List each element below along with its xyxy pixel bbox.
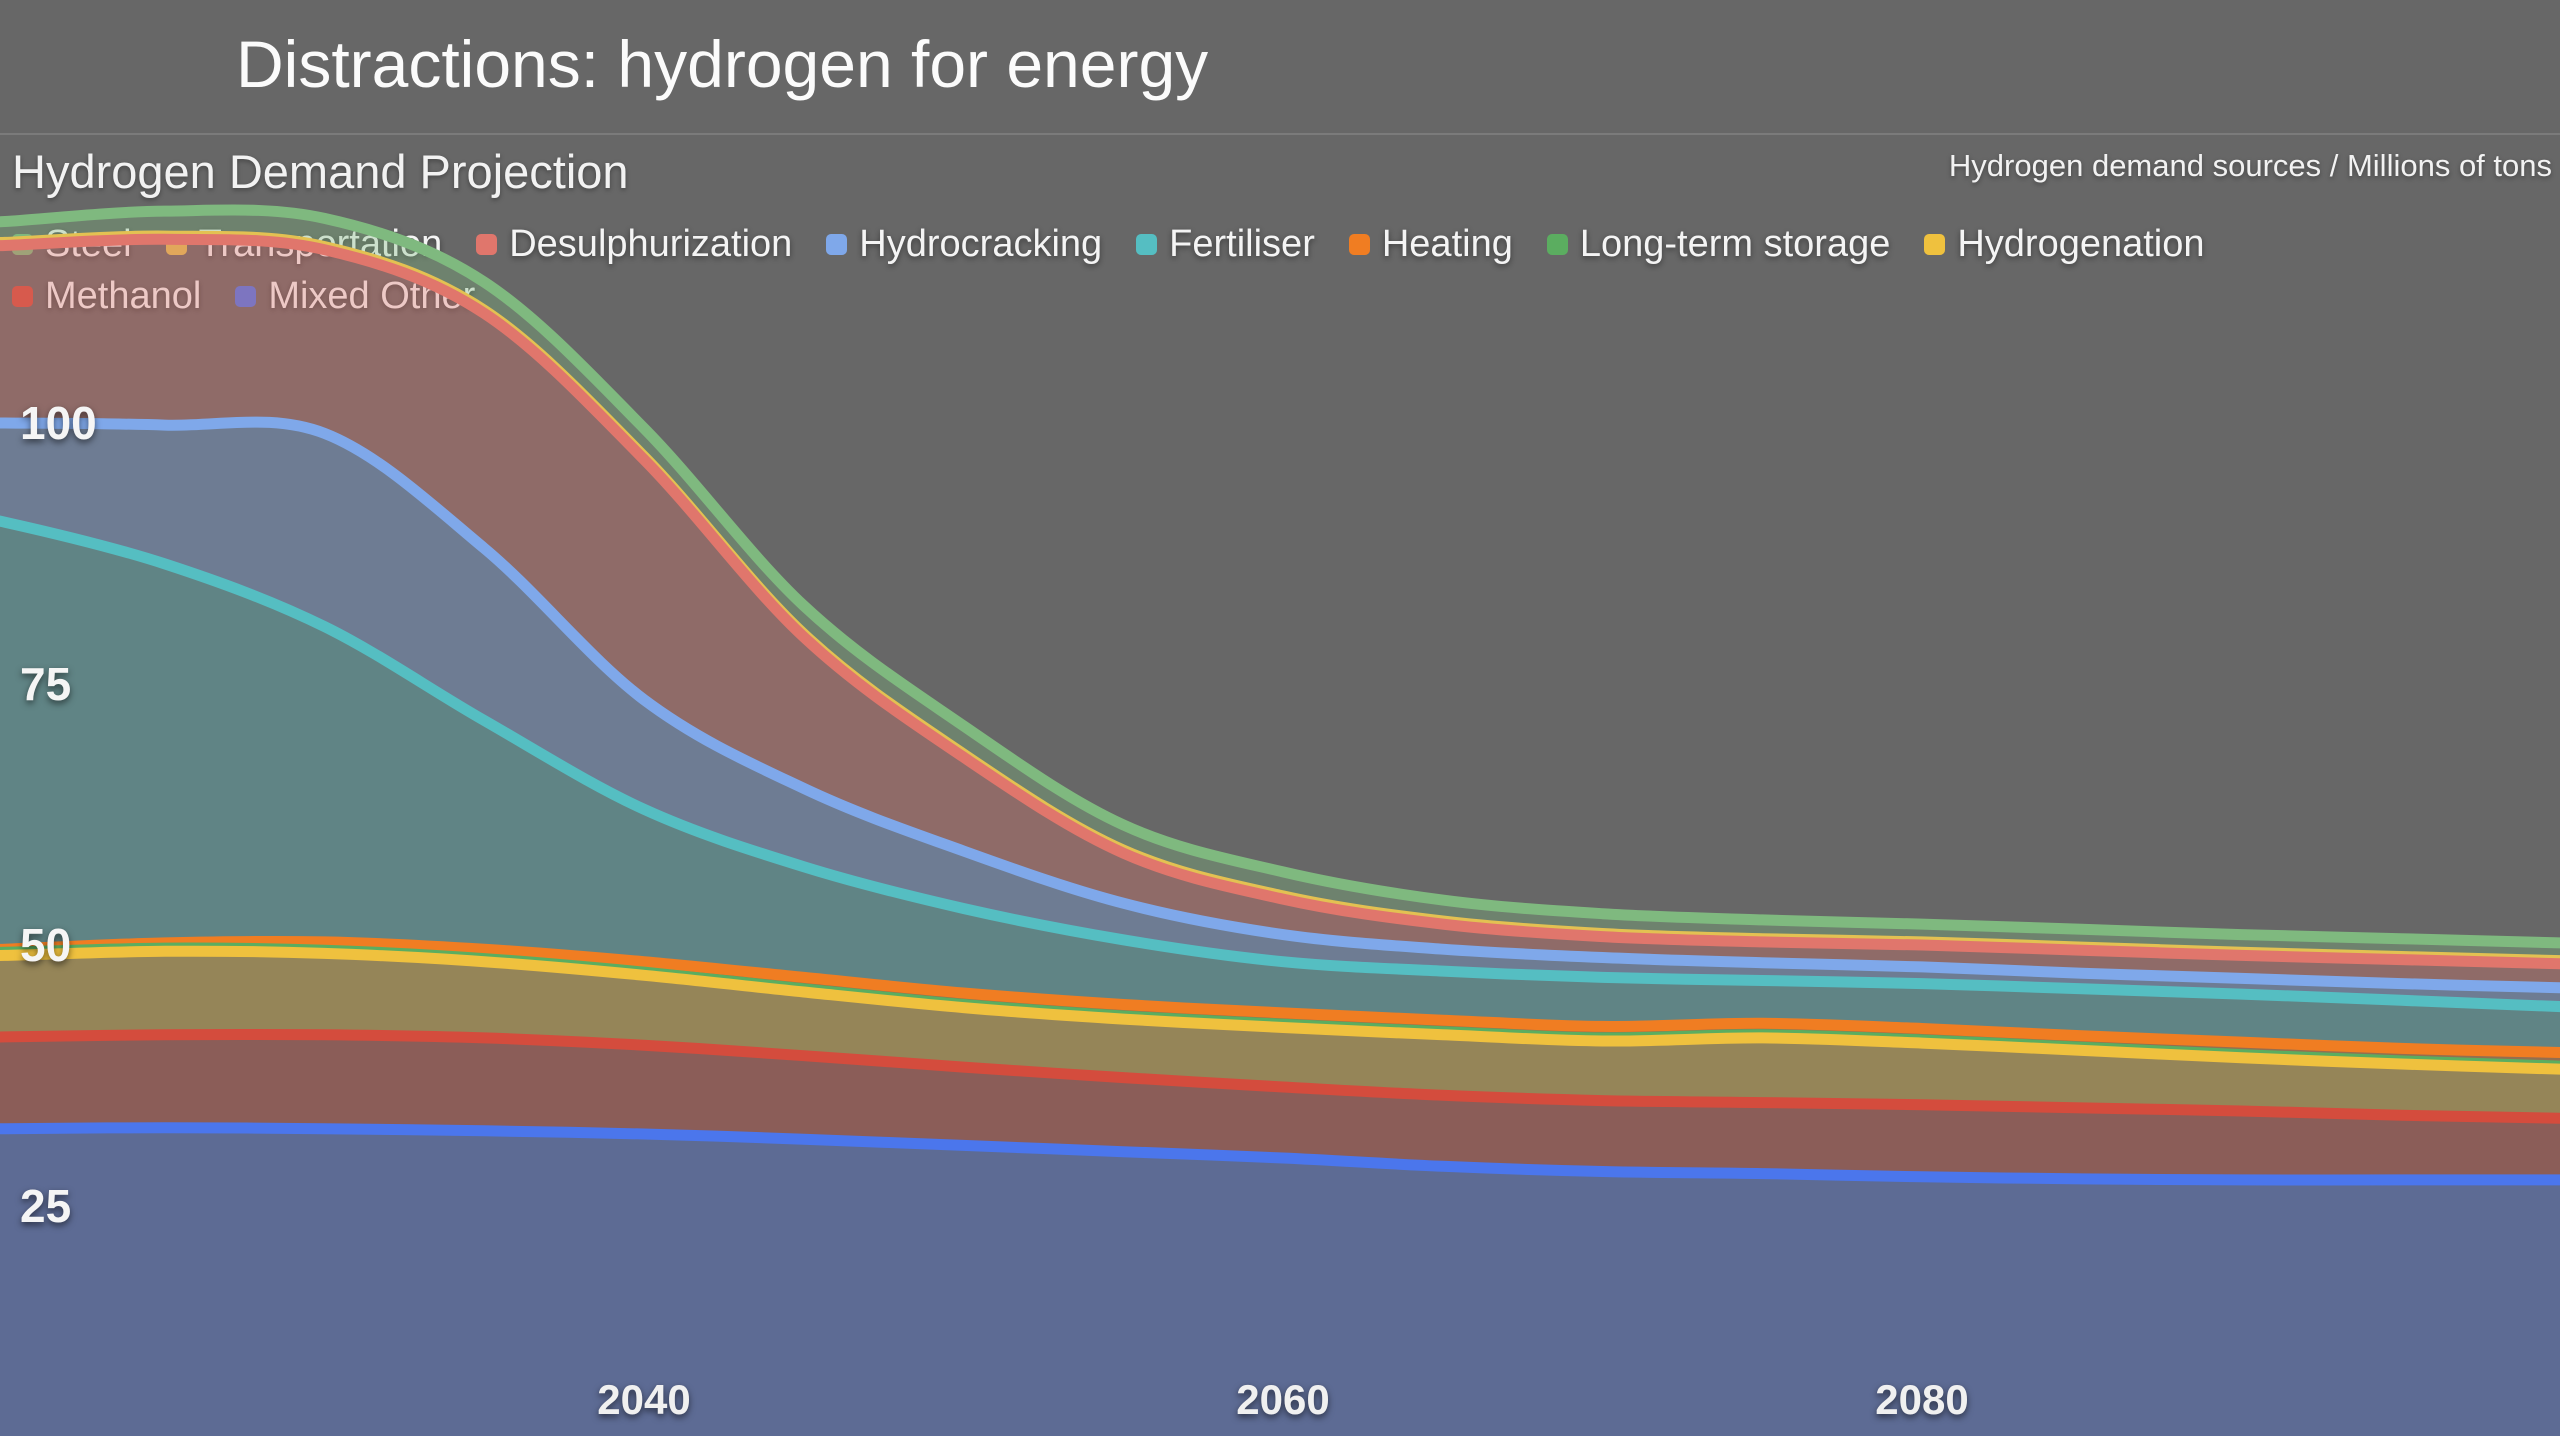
x-axis-label: 2080 [1875,1376,1969,1423]
series-line-heating [0,935,2560,1058]
legend-row-2: Methanol Mixed Other [12,270,2560,322]
legend-swatch-icon [1348,233,1370,255]
legend-label: Methanol [45,274,202,317]
area-band-fertiliser [0,521,2560,1053]
area-band-hydrocracking [0,422,2560,1007]
y-axis-label: 75 [20,658,72,710]
legend-label: Hydrogenation [1957,222,2205,265]
y-axis-label: 100 [20,397,97,449]
x-axis-label: 2060 [1236,1376,1330,1423]
series-line-fertiliser [0,515,2560,1013]
page-title: Distractions: hydrogen for energy [236,27,1209,101]
header-divider [0,133,2560,135]
area-band-desulphurization [0,239,2560,988]
series-line-mixed-other [0,1122,2560,1186]
legend-swatch-icon [235,285,257,307]
legend-swatch-icon [476,233,498,255]
area-band-hydrogenation [0,951,2560,1119]
series-line-hydrogenation [0,945,2560,1075]
legend-item-fertiliser[interactable]: Fertiliser [1136,223,1315,266]
legend-item-hydrocracking[interactable]: Hydrocracking [826,223,1102,266]
legend-swatch-icon [1924,233,1946,255]
legend-item-long-term-storage[interactable]: Long-term storage [1546,222,1891,266]
legend-label: Desulphurization [509,222,793,265]
chart-subtitle: Hydrogen Demand Projection [12,145,629,198]
series-line-steel [0,204,2560,949]
series-line-desulphurization [0,233,2560,970]
legend-label: Hydrocracking [859,222,1103,265]
area-band-methanol [0,1034,2560,1180]
legend-item-hydrogenation[interactable]: Hydrogenation [1924,222,2205,266]
legend-label: Heating [1381,222,1513,265]
axis-unit-label: Hydrogen demand sources / Millions of to… [1948,148,2552,183]
area-band-mixed-other [0,1127,2560,1436]
legend-item-desulphurization[interactable]: Desulphurization [476,223,792,266]
legend-swatch-icon [1546,233,1568,255]
legend-item-methanol[interactable]: Methanol [12,275,201,318]
y-axis-label: 25 [20,1180,72,1232]
legend-swatch-icon [826,233,848,255]
legend-swatch-icon [1136,233,1158,255]
series-line-hydrocracking [0,416,2560,994]
x-axis-label: 2040 [597,1376,691,1423]
legend-item-mixed-other[interactable]: Mixed Other [235,275,475,318]
legend-swatch-icon [12,285,33,307]
legend-label: Long-term storage [1579,222,1891,265]
y-axis-label: 50 [20,919,72,971]
series-line-methanol [0,1028,2560,1124]
legend-label: Fertiliser [1169,222,1315,265]
legend-item-heating[interactable]: Heating [1348,222,1513,266]
